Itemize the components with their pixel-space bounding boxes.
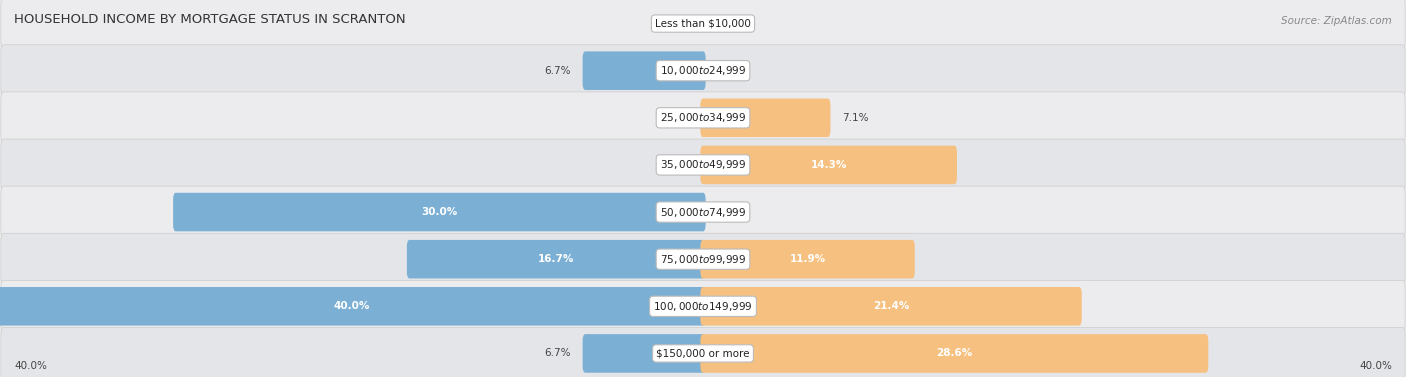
Text: 6.7%: 6.7% <box>544 348 571 359</box>
FancyBboxPatch shape <box>1 45 1405 97</box>
Text: $150,000 or more: $150,000 or more <box>657 348 749 359</box>
Text: 28.6%: 28.6% <box>936 348 973 359</box>
Text: 0.0%: 0.0% <box>717 207 744 217</box>
Text: 40.0%: 40.0% <box>1360 361 1392 371</box>
Text: $25,000 to $34,999: $25,000 to $34,999 <box>659 111 747 124</box>
FancyBboxPatch shape <box>1 328 1405 377</box>
FancyBboxPatch shape <box>700 334 1208 373</box>
Text: 0.0%: 0.0% <box>662 18 689 29</box>
Text: $10,000 to $24,999: $10,000 to $24,999 <box>659 64 747 77</box>
Text: 11.9%: 11.9% <box>790 254 825 264</box>
Text: HOUSEHOLD INCOME BY MORTGAGE STATUS IN SCRANTON: HOUSEHOLD INCOME BY MORTGAGE STATUS IN S… <box>14 14 406 26</box>
FancyBboxPatch shape <box>406 240 706 279</box>
Text: 16.7%: 16.7% <box>538 254 575 264</box>
FancyBboxPatch shape <box>1 92 1405 144</box>
FancyBboxPatch shape <box>1 280 1405 332</box>
FancyBboxPatch shape <box>700 146 957 184</box>
Text: $50,000 to $74,999: $50,000 to $74,999 <box>659 205 747 219</box>
Text: 7.1%: 7.1% <box>842 113 869 123</box>
Text: $35,000 to $49,999: $35,000 to $49,999 <box>659 158 747 172</box>
Text: 6.7%: 6.7% <box>544 66 571 76</box>
FancyBboxPatch shape <box>0 287 706 326</box>
Text: 40.0%: 40.0% <box>333 301 370 311</box>
Text: 14.3%: 14.3% <box>810 160 846 170</box>
FancyBboxPatch shape <box>700 240 915 279</box>
Text: $75,000 to $99,999: $75,000 to $99,999 <box>659 253 747 266</box>
Text: 21.4%: 21.4% <box>873 301 910 311</box>
FancyBboxPatch shape <box>1 0 1405 49</box>
FancyBboxPatch shape <box>582 334 706 373</box>
Text: Less than $10,000: Less than $10,000 <box>655 18 751 29</box>
FancyBboxPatch shape <box>1 233 1405 285</box>
FancyBboxPatch shape <box>1 186 1405 238</box>
Text: 0.0%: 0.0% <box>717 18 744 29</box>
Text: Source: ZipAtlas.com: Source: ZipAtlas.com <box>1281 16 1392 26</box>
Text: 0.0%: 0.0% <box>662 113 689 123</box>
FancyBboxPatch shape <box>1 139 1405 191</box>
FancyBboxPatch shape <box>173 193 706 231</box>
Text: 30.0%: 30.0% <box>422 207 457 217</box>
FancyBboxPatch shape <box>582 51 706 90</box>
FancyBboxPatch shape <box>700 98 831 137</box>
Text: 0.0%: 0.0% <box>717 66 744 76</box>
Text: $100,000 to $149,999: $100,000 to $149,999 <box>654 300 752 313</box>
FancyBboxPatch shape <box>700 287 1081 326</box>
Text: 40.0%: 40.0% <box>14 361 46 371</box>
Text: 0.0%: 0.0% <box>662 160 689 170</box>
